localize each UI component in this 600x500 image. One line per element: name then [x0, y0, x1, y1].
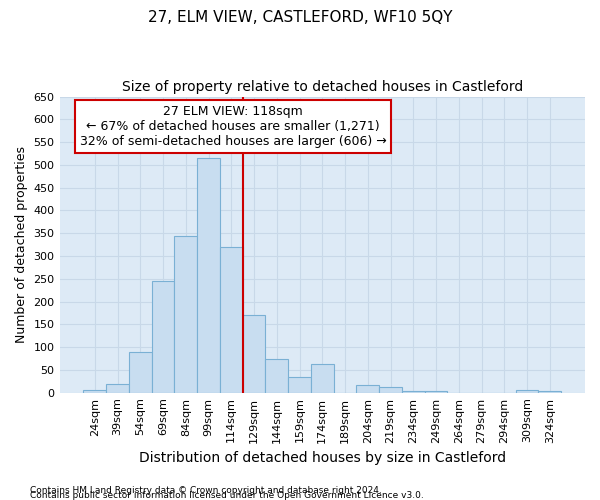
- Bar: [311, 364, 334, 392]
- Text: Contains HM Land Registry data © Crown copyright and database right 2024.: Contains HM Land Registry data © Crown c…: [30, 486, 382, 495]
- Bar: [220, 247, 242, 392]
- Bar: [175, 236, 197, 392]
- Text: 27 ELM VIEW: 118sqm
← 67% of detached houses are smaller (1,271)
32% of semi-det: 27 ELM VIEW: 118sqm ← 67% of detached ho…: [80, 106, 386, 148]
- Y-axis label: Number of detached properties: Number of detached properties: [15, 146, 28, 343]
- Bar: [129, 352, 152, 393]
- Bar: [356, 385, 379, 392]
- X-axis label: Distribution of detached houses by size in Castleford: Distribution of detached houses by size …: [139, 451, 506, 465]
- Text: 27, ELM VIEW, CASTLEFORD, WF10 5QY: 27, ELM VIEW, CASTLEFORD, WF10 5QY: [148, 10, 452, 25]
- Bar: [152, 281, 175, 392]
- Text: Contains public sector information licensed under the Open Government Licence v3: Contains public sector information licen…: [30, 491, 424, 500]
- Bar: [515, 390, 538, 392]
- Title: Size of property relative to detached houses in Castleford: Size of property relative to detached ho…: [122, 80, 523, 94]
- Bar: [379, 387, 402, 392]
- Bar: [106, 384, 129, 392]
- Bar: [242, 315, 265, 392]
- Bar: [265, 358, 288, 392]
- Bar: [288, 376, 311, 392]
- Bar: [83, 390, 106, 392]
- Bar: [197, 158, 220, 392]
